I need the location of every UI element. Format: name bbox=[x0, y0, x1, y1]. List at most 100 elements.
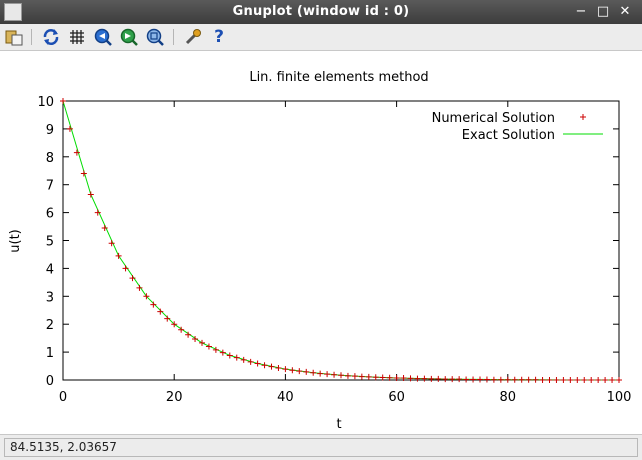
numerical-solution-point bbox=[331, 371, 338, 378]
numerical-solution-point bbox=[205, 343, 212, 350]
close-button[interactable]: ✕ bbox=[619, 4, 631, 19]
maximize-button[interactable]: □ bbox=[596, 4, 610, 19]
copy-clipboard-icon[interactable] bbox=[4, 27, 24, 47]
numerical-solution-point bbox=[212, 346, 219, 353]
numerical-solution-point bbox=[435, 375, 442, 382]
y-tick-label: 7 bbox=[46, 179, 54, 194]
numerical-solution-point bbox=[80, 170, 87, 177]
y-tick-label: 0 bbox=[46, 374, 54, 389]
y-tick-label: 9 bbox=[46, 123, 54, 138]
numerical-solution-point bbox=[73, 149, 80, 156]
numerical-solution-point bbox=[324, 371, 331, 378]
y-axis-label: u(t) bbox=[8, 229, 23, 252]
numerical-solution-point bbox=[553, 377, 560, 383]
numerical-solution-point bbox=[393, 375, 400, 382]
numerical-solution-point bbox=[268, 363, 275, 370]
numerical-solution-point bbox=[240, 356, 247, 363]
numerical-solution-point bbox=[282, 366, 289, 373]
y-tick-label: 6 bbox=[46, 207, 54, 222]
numerical-solution-point bbox=[60, 98, 66, 104]
y-tick-label: 5 bbox=[46, 235, 54, 250]
numerical-solution-point bbox=[66, 125, 73, 132]
x-tick-label: 0 bbox=[59, 390, 67, 405]
zoom-forward-icon[interactable] bbox=[119, 27, 139, 47]
numerical-solution-point bbox=[303, 368, 310, 375]
numerical-solution-point bbox=[192, 335, 199, 342]
numerical-solution-point bbox=[609, 377, 616, 383]
numerical-solution-point bbox=[261, 362, 268, 369]
numerical-solution-point bbox=[560, 377, 567, 383]
x-axis-label: t bbox=[336, 417, 341, 432]
numerical-solution-point bbox=[289, 367, 296, 374]
help-icon[interactable]: ? bbox=[214, 27, 224, 47]
numerical-solution-point bbox=[421, 375, 428, 382]
numerical-solution-point bbox=[567, 377, 574, 383]
numerical-solution-point bbox=[588, 377, 595, 383]
numerical-solution-point bbox=[164, 315, 171, 322]
replot-icon[interactable] bbox=[41, 27, 61, 47]
numerical-solution-point bbox=[275, 365, 282, 372]
y-tick-label: 1 bbox=[46, 346, 54, 361]
numerical-solution-point bbox=[595, 377, 602, 383]
numerical-solution-point bbox=[539, 377, 546, 383]
numerical-solution-point bbox=[386, 374, 393, 381]
numerical-solution-point bbox=[504, 376, 511, 383]
window-titlebar[interactable]: Gnuplot (window id : 0) − □ ✕ bbox=[0, 0, 642, 24]
numerical-solution-point bbox=[94, 209, 101, 216]
numerical-solution-point bbox=[477, 376, 483, 383]
numerical-solution-point bbox=[157, 308, 164, 315]
numerical-solution-point bbox=[581, 377, 588, 383]
numerical-solution-point bbox=[525, 376, 532, 383]
numerical-solution-point bbox=[129, 275, 136, 282]
numerical-solution-point bbox=[379, 374, 386, 381]
numerical-solution-point bbox=[344, 372, 351, 379]
y-tick-label: 2 bbox=[46, 318, 54, 333]
numerical-solution-point bbox=[150, 301, 157, 308]
status-bar: 84.5135, 2.03657 bbox=[0, 434, 642, 460]
numerical-solution-point bbox=[456, 376, 463, 383]
legend-label-numerical: Numerical Solution bbox=[432, 111, 555, 126]
numerical-solution-point bbox=[185, 331, 192, 338]
numerical-solution-point bbox=[414, 375, 421, 382]
chart-svg: Lin. finite elements method t u(t) 0 20 40… bbox=[8, 70, 631, 432]
settings-icon[interactable] bbox=[183, 27, 203, 47]
numerical-solution-point bbox=[463, 376, 470, 383]
zoom-back-icon[interactable] bbox=[93, 27, 113, 47]
toolbar-separator bbox=[31, 29, 32, 45]
numerical-solution-point bbox=[358, 373, 365, 380]
numerical-solution-point bbox=[428, 375, 435, 382]
y-tick-label: 10 bbox=[37, 95, 54, 110]
minimize-button[interactable]: − bbox=[575, 4, 587, 19]
numerical-solution-point bbox=[616, 377, 622, 383]
numerical-solution-point bbox=[171, 321, 178, 328]
numerical-solution-point bbox=[490, 376, 497, 383]
numerical-solution-point bbox=[122, 265, 129, 272]
grid-icon[interactable] bbox=[67, 27, 87, 47]
numerical-solution-point bbox=[136, 284, 143, 291]
legend-marker-numerical bbox=[580, 114, 586, 120]
numerical-solution-point bbox=[219, 349, 226, 356]
numerical-solution-point bbox=[449, 376, 456, 383]
toolbar: ? bbox=[0, 24, 642, 51]
numerical-solution-point bbox=[310, 369, 317, 376]
numerical-solution-point bbox=[518, 376, 525, 383]
numerical-solution-point bbox=[497, 376, 504, 383]
numerical-solution-point bbox=[101, 224, 108, 231]
x-tick-label: 60 bbox=[388, 390, 405, 405]
y-tick-label: 4 bbox=[46, 262, 54, 277]
numerical-solution-point bbox=[247, 358, 254, 365]
numerical-solution-point bbox=[317, 370, 324, 377]
numerical-solution-point bbox=[400, 375, 407, 382]
x-tick-label: 20 bbox=[166, 390, 183, 405]
numerical-solution-point bbox=[574, 377, 581, 383]
window-title: Gnuplot (window id : 0) bbox=[232, 4, 410, 19]
zoom-autoscale-icon[interactable] bbox=[145, 27, 165, 47]
numerical-solution-point bbox=[483, 376, 490, 383]
numerical-solution-point bbox=[226, 352, 233, 359]
numerical-solution-point bbox=[178, 326, 185, 333]
plot-area[interactable]: Lin. finite elements method t u(t) 0 20 40… bbox=[0, 51, 642, 434]
numerical-solution-point bbox=[233, 354, 240, 361]
numerical-solution-point bbox=[115, 252, 122, 259]
numerical-solution-point bbox=[143, 293, 150, 300]
numerical-solution-point bbox=[532, 376, 539, 383]
